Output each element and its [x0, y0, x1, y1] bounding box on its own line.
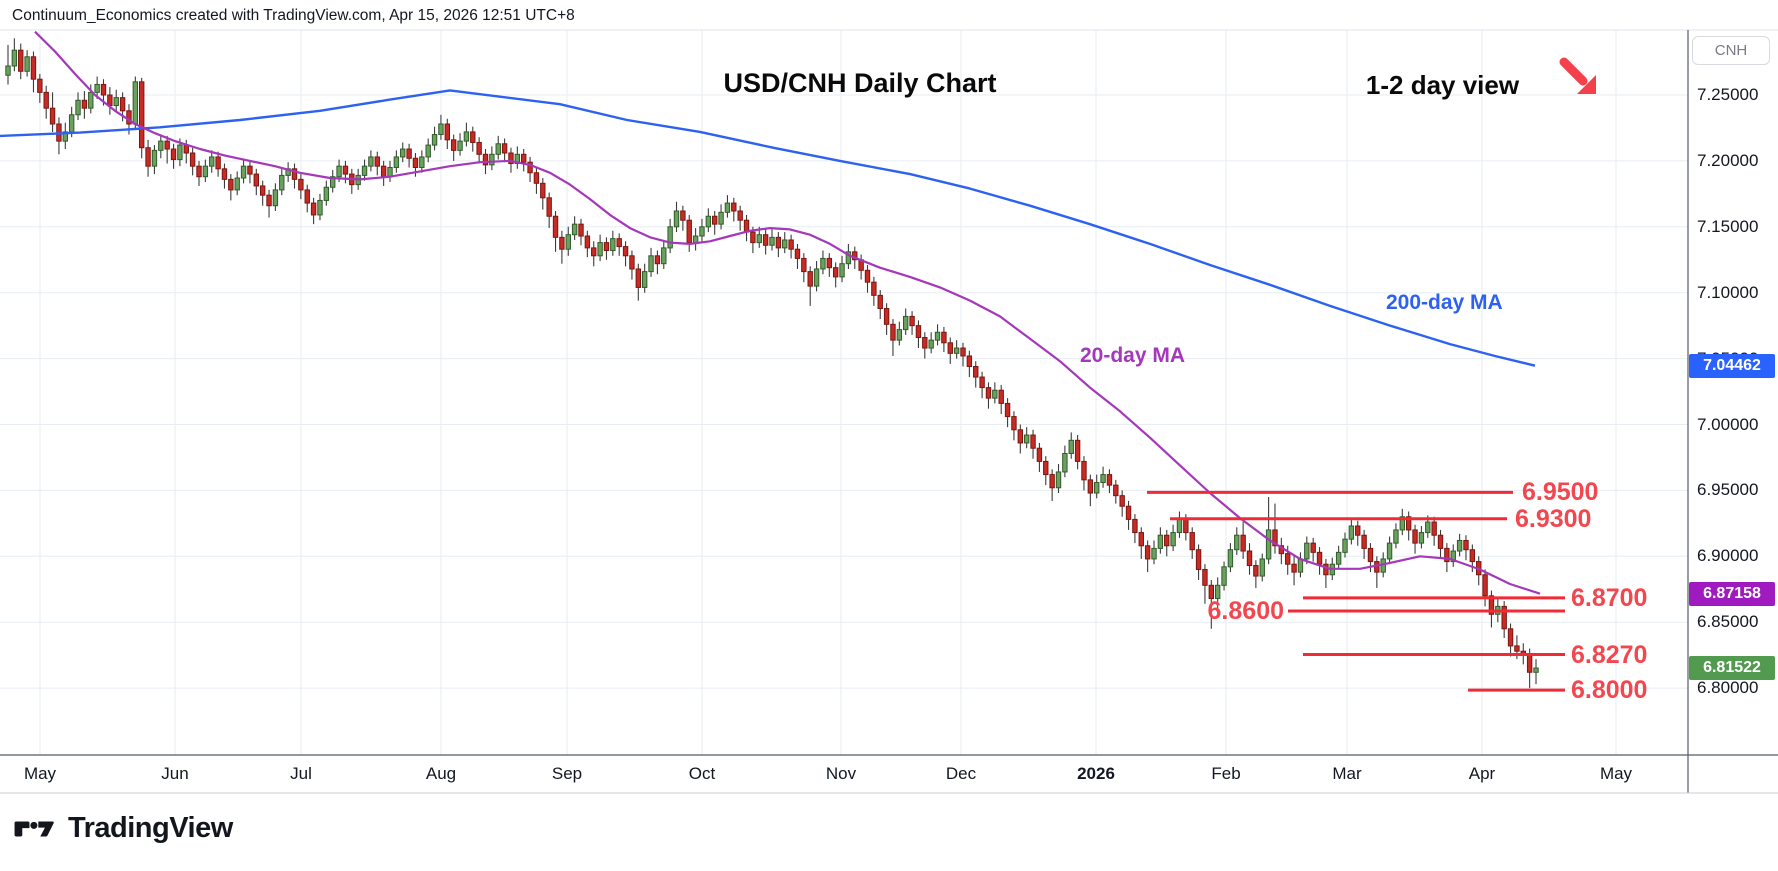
- time-axis-label: Jul: [290, 764, 312, 783]
- level-label: 6.8270: [1571, 640, 1648, 669]
- level-label: 6.8700: [1571, 583, 1648, 612]
- price-badge: 7.04462: [1689, 353, 1775, 378]
- time-axis-label: Oct: [688, 764, 716, 783]
- time-axis-label: Jun: [161, 764, 189, 783]
- time-axis-label: Mar: [1332, 764, 1362, 783]
- price-axis-label: 6.85000: [1697, 612, 1759, 632]
- ma20-label: 20-day MA: [1080, 344, 1186, 367]
- chart-title: USD/CNH Daily Chart: [723, 68, 997, 98]
- tradingview-logo: TradingView: [14, 812, 233, 845]
- time-axis-label: Sep: [551, 764, 583, 783]
- price-badge: 6.87158: [1689, 581, 1775, 606]
- level-label: 6.8000: [1571, 676, 1648, 705]
- price-axis-label: 7.15000: [1697, 216, 1759, 236]
- level-label: 6.8600: [1207, 597, 1284, 626]
- time-axis-label: May: [1599, 764, 1633, 783]
- price-axis-label: 6.80000: [1697, 678, 1759, 698]
- symbol-badge: CNH: [1692, 36, 1770, 65]
- grid-layer: [0, 30, 1688, 755]
- ma200-label: 200-day MA: [1386, 291, 1503, 314]
- level-label: 6.9500: [1522, 478, 1599, 507]
- ma200-line: [0, 89, 1536, 367]
- attribution-text: Continuum_Economics created with Trading…: [12, 7, 575, 24]
- price-badge: 6.81522: [1689, 656, 1775, 681]
- chart-frame-layer: [0, 29, 1778, 794]
- ma20-line: [34, 30, 1541, 595]
- candles-layer: [5, 38, 1539, 689]
- time-axis-label: May: [23, 764, 57, 783]
- support-resistance-lines-layer: [1147, 490, 1565, 692]
- tradingview-logo-text: TradingView: [68, 812, 233, 844]
- tradingview-logo-icon: [14, 821, 54, 836]
- price-axis-label: 7.10000: [1697, 282, 1759, 302]
- price-axis-label: 6.95000: [1697, 480, 1759, 500]
- time-axis-label: Apr: [1468, 764, 1496, 783]
- time-axis-label: Nov: [825, 764, 857, 783]
- level-label: 6.9300: [1515, 504, 1592, 533]
- time-axis-label: Feb: [1211, 764, 1241, 783]
- price-axis-label: 7.00000: [1697, 414, 1759, 434]
- moving-averages-layer: [0, 30, 1541, 595]
- time-axis-label: 2026: [1077, 764, 1115, 783]
- price-axis-label: 6.90000: [1697, 546, 1759, 566]
- price-axis-label: 7.20000: [1697, 150, 1759, 170]
- time-axis-label: Dec: [945, 764, 977, 783]
- view-horizon-label: 1-2 day view: [1365, 70, 1520, 100]
- down-right-arrow-icon: [1559, 57, 1596, 94]
- price-axis-label: 7.25000: [1697, 85, 1759, 104]
- time-axis-label: Aug: [425, 764, 457, 783]
